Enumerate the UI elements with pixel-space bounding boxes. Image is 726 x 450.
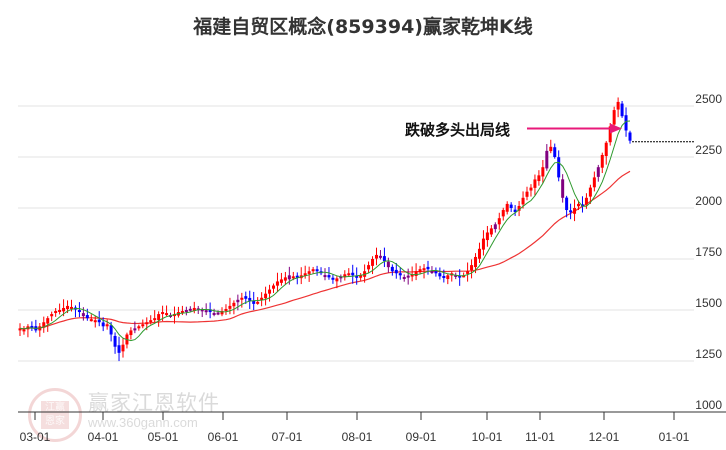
x-tick-label: 10-01 — [472, 430, 503, 444]
watermark-url: www.360gann.com — [88, 415, 198, 430]
y-tick-label: 2250 — [695, 143, 722, 157]
ma-long-line — [19, 170, 631, 330]
annotation-label: 跌破多头出局线 — [405, 121, 511, 139]
x-tick-label: 06-01 — [208, 430, 239, 444]
grid-lines — [18, 105, 694, 362]
watermark-name: 赢家江恩软件 — [88, 391, 220, 415]
y-tick-label: 2500 — [695, 92, 722, 106]
x-tick-label: 09-01 — [406, 430, 437, 444]
x-tick-label: 08-01 — [342, 430, 373, 444]
ma-short-line — [19, 120, 631, 342]
x-tick-label: 12-01 — [589, 430, 620, 444]
y-axis: 1000 1250 1500 1750 2000 2250 2500 — [695, 92, 722, 412]
watermark-seal-icon: 江赢恩家 — [28, 388, 82, 442]
x-tick-label: 01-01 — [659, 430, 690, 444]
x-axis: 03-01 04-01 05-01 06-01 07-01 08-01 09-01 10-01… — [18, 411, 726, 444]
chart-title: 福建自贸区概念(859394)赢家乾坤K线 — [193, 16, 533, 38]
y-tick-label: 1000 — [695, 398, 722, 412]
x-tick-label: 05-01 — [148, 430, 179, 444]
y-tick-label: 1500 — [695, 296, 722, 310]
x-tick-label: 03-01 — [20, 430, 51, 444]
candles — [18, 97, 632, 362]
y-tick-label: 2000 — [695, 194, 722, 208]
x-tick-label: 11-01 — [525, 430, 555, 444]
y-tick-label: 1250 — [695, 347, 722, 361]
watermark-seal-text: 江赢恩家 — [41, 401, 69, 429]
annotation-arrow-icon — [527, 123, 622, 134]
y-tick-label: 1750 — [695, 245, 722, 259]
x-tick-label: 07-01 — [272, 430, 303, 444]
x-tick-label: 04-01 — [88, 430, 119, 444]
